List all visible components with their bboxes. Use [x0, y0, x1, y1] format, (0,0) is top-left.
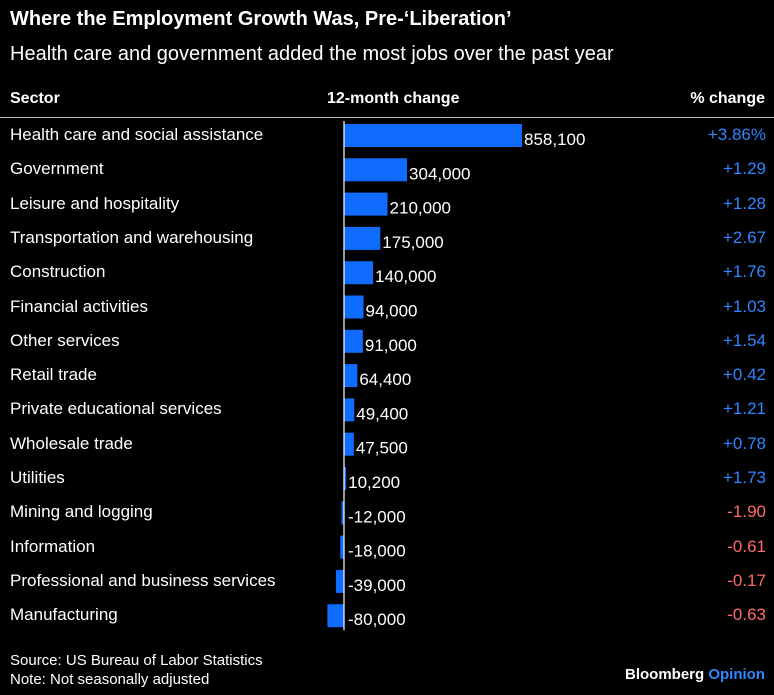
- bar-value-label: -18,000: [348, 542, 406, 561]
- seasonal-note: Note: Not seasonally adjusted: [10, 671, 210, 688]
- bar: [344, 329, 363, 353]
- sector-label: Professional and business services: [10, 570, 276, 590]
- bar-value-label: 210,000: [390, 199, 451, 218]
- bar: [344, 124, 522, 147]
- sector-label: Manufacturing: [10, 605, 118, 625]
- header-sector: Sector: [10, 90, 60, 107]
- pct-change-value: +2.67: [722, 227, 766, 247]
- bar-value-label: -39,000: [348, 576, 406, 595]
- bar-value-label: 140,000: [375, 267, 436, 286]
- bar-value-label: 47,500: [356, 439, 408, 458]
- bar: [344, 226, 381, 250]
- brand-name: Bloomberg: [625, 666, 705, 683]
- bar-value-label: 858,100: [524, 130, 585, 149]
- pct-change-value: +0.78: [722, 433, 766, 453]
- pct-change-value: -1.90: [727, 502, 766, 522]
- sector-label: Retail trade: [10, 365, 97, 385]
- bar-value-label: -12,000: [348, 507, 406, 526]
- bar-value-label: 10,200: [348, 473, 400, 492]
- sector-label: Information: [10, 536, 96, 556]
- sector-label: Other services: [10, 330, 120, 350]
- bar: [344, 192, 388, 216]
- bar: [344, 398, 355, 422]
- sector-label: Utilities: [10, 468, 65, 487]
- sector-label: Wholesale trade: [10, 433, 133, 453]
- footer-notes: Source: US Bureau of Labor Statistics No…: [10, 651, 263, 689]
- bar-value-label: 94,000: [365, 302, 417, 321]
- pct-change-value: +1.76: [722, 262, 766, 282]
- bar-value-label: 49,400: [356, 404, 408, 423]
- pct-change-value: +3.86%: [707, 125, 766, 144]
- bar-value-label: 304,000: [409, 164, 470, 183]
- pct-change-value: -0.17: [727, 570, 766, 590]
- pct-change-value: +1.29: [722, 159, 766, 179]
- pct-change-value: +1.54: [722, 330, 766, 350]
- bloomberg-opinion-logo: Bloomberg Opinion: [625, 666, 765, 683]
- header-divider: [0, 117, 774, 118]
- header-pct-change: % change: [690, 90, 765, 107]
- pct-change-value: +0.42: [722, 365, 766, 385]
- bar-value-label: 175,000: [382, 233, 443, 252]
- bar-value-label: 91,000: [365, 336, 417, 355]
- pct-change-value: +1.21: [722, 399, 766, 419]
- brand-suffix: Opinion: [708, 666, 765, 683]
- sector-label: Construction: [10, 262, 106, 282]
- bar: [344, 158, 408, 182]
- bar: [344, 432, 354, 456]
- sector-label: Health care and social assistance: [10, 125, 264, 144]
- bar: [344, 295, 364, 319]
- sector-label: Transportation and warehousing: [10, 227, 254, 247]
- bar: [341, 501, 344, 525]
- bar: [340, 535, 344, 559]
- chart-subtitle: Health care and government added the mos…: [10, 43, 614, 65]
- bar-value-label: 64,400: [359, 370, 411, 389]
- bar-value-label: -80,000: [348, 610, 406, 629]
- bar: [335, 569, 344, 593]
- sector-label: Mining and logging: [10, 502, 153, 522]
- bar: [344, 364, 358, 388]
- pct-change-value: +1.73: [722, 468, 766, 487]
- sector-label: Private educational services: [10, 399, 222, 419]
- sector-label: Financial activities: [10, 296, 148, 316]
- pct-change-value: +1.03: [722, 296, 766, 316]
- pct-change-value: -0.63: [727, 605, 766, 625]
- chart-title: Where the Employment Growth Was, Pre-‘Li…: [10, 8, 512, 30]
- sector-label: Government: [10, 159, 104, 179]
- header-12-month-change: 12-month change: [327, 90, 460, 107]
- pct-change-value: +1.28: [722, 193, 766, 213]
- bar: [344, 261, 374, 285]
- bar: [327, 604, 344, 628]
- pct-change-value: -0.61: [727, 536, 766, 556]
- sector-label: Leisure and hospitality: [10, 193, 180, 213]
- source-note: Source: US Bureau of Labor Statistics: [10, 652, 263, 669]
- bar: [344, 467, 347, 490]
